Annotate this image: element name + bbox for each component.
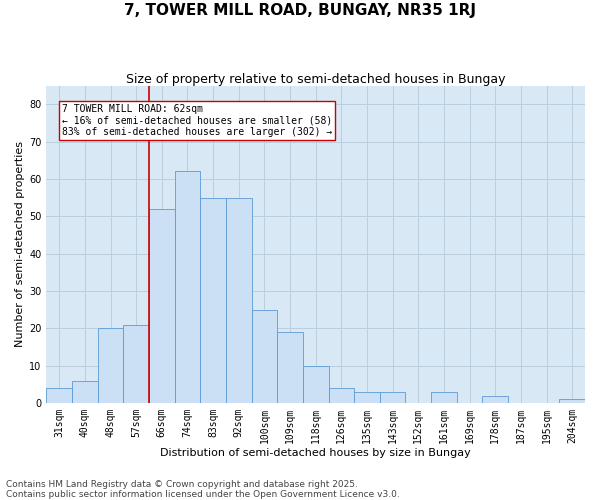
Title: Size of property relative to semi-detached houses in Bungay: Size of property relative to semi-detach… <box>126 72 505 86</box>
Bar <box>354 392 380 403</box>
Bar <box>200 198 226 403</box>
Text: Contains HM Land Registry data © Crown copyright and database right 2025.
Contai: Contains HM Land Registry data © Crown c… <box>6 480 400 499</box>
Bar <box>124 324 149 403</box>
Bar <box>149 209 175 403</box>
Bar <box>277 332 303 403</box>
Bar <box>431 392 457 403</box>
Bar <box>98 328 124 403</box>
X-axis label: Distribution of semi-detached houses by size in Bungay: Distribution of semi-detached houses by … <box>160 448 471 458</box>
Bar <box>559 400 585 403</box>
Bar <box>482 396 508 403</box>
Bar <box>175 172 200 403</box>
Text: 7, TOWER MILL ROAD, BUNGAY, NR35 1RJ: 7, TOWER MILL ROAD, BUNGAY, NR35 1RJ <box>124 2 476 18</box>
Y-axis label: Number of semi-detached properties: Number of semi-detached properties <box>15 142 25 348</box>
Bar <box>380 392 406 403</box>
Bar <box>72 381 98 403</box>
Bar <box>226 198 251 403</box>
Bar <box>329 388 354 403</box>
Bar <box>251 310 277 403</box>
Bar <box>46 388 72 403</box>
Text: 7 TOWER MILL ROAD: 62sqm
← 16% of semi-detached houses are smaller (58)
83% of s: 7 TOWER MILL ROAD: 62sqm ← 16% of semi-d… <box>62 104 332 138</box>
Bar <box>303 366 329 403</box>
